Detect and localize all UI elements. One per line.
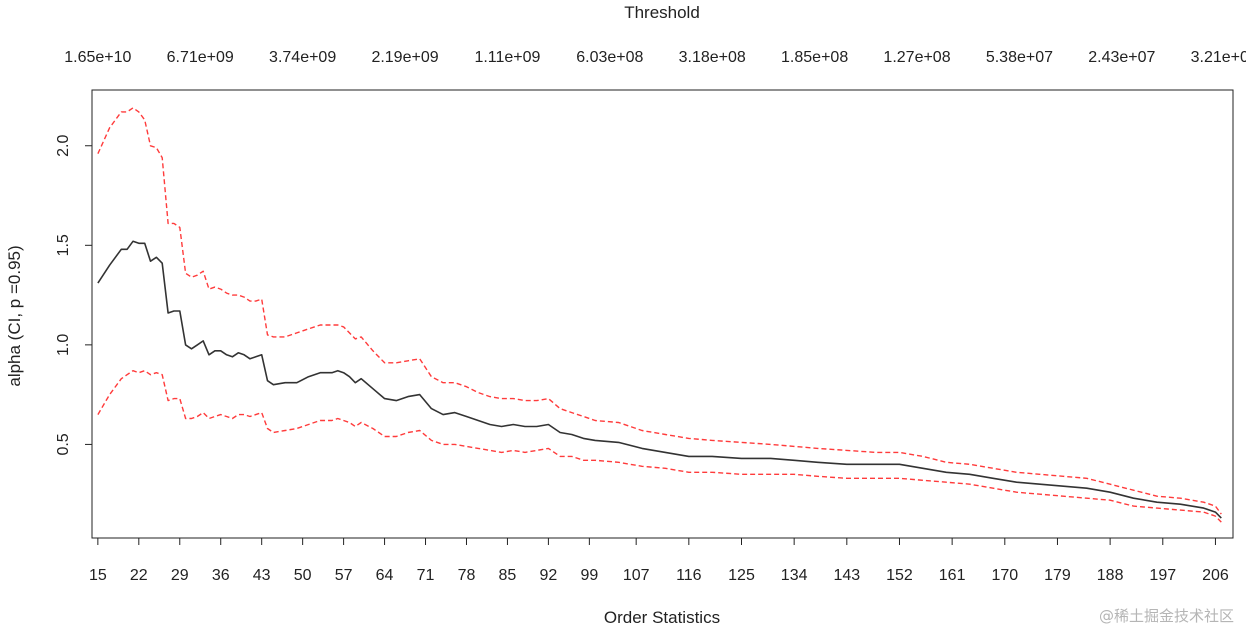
y-tick-label: 0.5 [55,433,72,455]
x-tick-label: 143 [833,567,860,584]
top-axis-title: Threshold [624,3,700,22]
x-tick-label: 78 [458,567,476,584]
x-tick-label: 125 [728,567,755,584]
x-tick-label: 99 [580,567,598,584]
x-tick-label: 152 [886,567,913,584]
plot-frame [91,89,1234,539]
y-tick-label: 1.0 [55,334,72,356]
order-statistics-axis: 15 22 29 36 43 50 57 64 71 78 85 92 99 107 116 125 134 14… [89,537,1229,584]
threshold-tick-label: 1.65e+10 [64,49,131,66]
threshold-tick-label: 1.27e+08 [883,49,950,66]
ci-lower-line [97,370,1222,523]
threshold-tick-label: 3.18e+08 [679,49,746,66]
threshold-tick-label: 6.03e+08 [576,49,643,66]
threshold-tick-label: 2.19e+09 [371,49,438,66]
threshold-axis: 1.65e+10 6.71e+09 3.74e+09 2.19e+09 1.11e+09… [64,49,1246,66]
threshold-tick-label: 5.38e+07 [986,49,1053,66]
threshold-tick-label: 1.85e+08 [781,49,848,66]
x-tick-label: 197 [1149,567,1176,584]
x-tick-label: 36 [212,567,230,584]
x-tick-label: 43 [253,567,271,584]
y-axis-title: alpha (CI, p =0.95) [5,245,24,386]
x-tick-label: 134 [781,567,808,584]
estimate-line [97,240,1222,519]
ci-upper-line [97,107,1222,515]
threshold-tick-label: 3.21e+06 [1191,49,1246,66]
x-tick-label: 29 [171,567,189,584]
x-tick-label: 15 [89,567,107,584]
x-tick-label: 85 [499,567,517,584]
alpha-axis: 0.5 1.0 1.5 2.0 [55,135,93,456]
x-tick-label: 71 [417,567,435,584]
y-tick-label: 2.0 [55,135,72,157]
threshold-tick-label: 3.74e+09 [269,49,336,66]
x-tick-label: 107 [623,567,650,584]
x-tick-label: 179 [1044,567,1071,584]
x-tick-label: 50 [294,567,312,584]
series-layer [97,107,1222,523]
x-tick-label: 161 [939,567,966,584]
threshold-tick-label: 1.11e+09 [474,49,540,66]
x-tick-label: 92 [540,567,558,584]
x-tick-label: 57 [335,567,353,584]
x-tick-label: 188 [1097,567,1124,584]
y-tick-label: 1.5 [55,234,72,256]
threshold-tick-label: 6.71e+09 [167,49,234,66]
threshold-tick-label: 2.43e+07 [1088,49,1155,66]
x-tick-label: 206 [1202,567,1229,584]
x-tick-label: 64 [376,567,394,584]
x-tick-label: 116 [676,567,702,584]
watermark: @稀土掘金技术社区 [1098,607,1234,625]
x-tick-label: 170 [991,567,1018,584]
x-axis-title: Order Statistics [604,608,720,627]
x-tick-label: 22 [130,567,148,584]
